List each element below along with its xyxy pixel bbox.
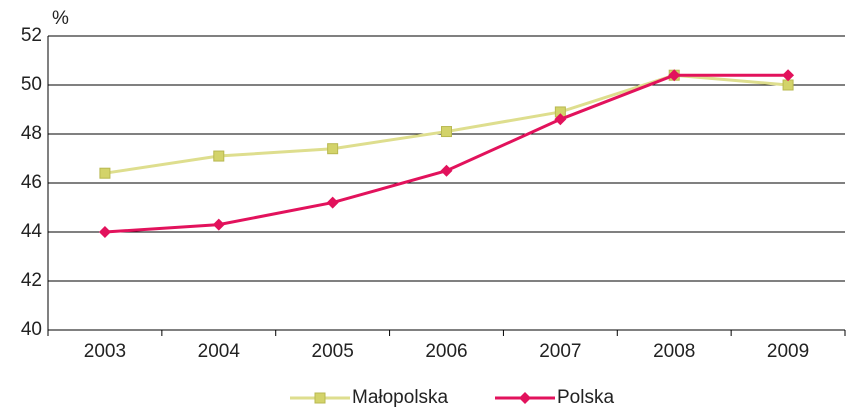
y-axis-label: % (52, 8, 69, 29)
legend-marker (519, 392, 531, 404)
x-tick-label: 2008 (653, 341, 695, 362)
data-point (782, 79, 794, 91)
legend-marker (314, 392, 326, 404)
data-point (554, 113, 567, 126)
x-tick-label: 2004 (198, 341, 241, 362)
legend-label: Małopolska (352, 387, 449, 408)
x-tick-label: 2003 (84, 341, 126, 362)
y-tick-label: 42 (21, 270, 42, 291)
data-point (782, 69, 795, 82)
data-point (212, 218, 225, 231)
y-tick-label: 44 (21, 221, 43, 242)
x-tick-label: 2006 (425, 341, 467, 362)
data-point (326, 196, 339, 209)
data-point (327, 143, 339, 155)
data-point (213, 150, 225, 162)
legend-label: Polska (557, 387, 614, 408)
y-tick-label: 40 (21, 319, 42, 340)
y-tick-label: 50 (21, 74, 42, 95)
y-tick-label: 52 (21, 25, 42, 46)
data-point (99, 167, 111, 179)
data-point (440, 164, 453, 177)
data-point (98, 226, 111, 238)
data-point (441, 126, 452, 138)
series-line (104, 73, 789, 175)
series-line (104, 73, 789, 234)
data-point (668, 69, 681, 82)
y-tick-label: 48 (21, 123, 42, 144)
y-tick-label: 46 (21, 172, 42, 193)
x-tick-label: 2007 (539, 341, 581, 362)
x-tick-label: 2005 (312, 341, 354, 362)
x-tick-label: 2009 (767, 341, 809, 362)
